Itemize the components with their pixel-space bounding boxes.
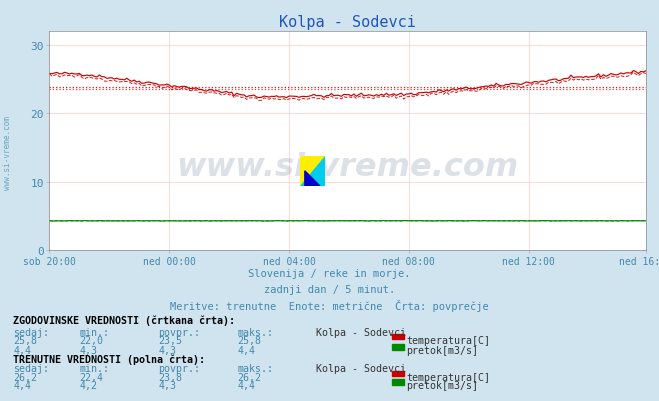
Text: 4,3: 4,3 bbox=[158, 380, 176, 390]
Text: 4,3: 4,3 bbox=[158, 345, 176, 355]
Text: 4,4: 4,4 bbox=[237, 345, 255, 355]
Text: 22,4: 22,4 bbox=[79, 372, 103, 382]
Text: pretok[m3/s]: pretok[m3/s] bbox=[407, 345, 478, 355]
Text: Meritve: trenutne  Enote: metrične  Črta: povprečje: Meritve: trenutne Enote: metrične Črta: … bbox=[170, 299, 489, 311]
Text: povpr.:: povpr.: bbox=[158, 363, 200, 373]
Text: min.:: min.: bbox=[79, 363, 109, 373]
Text: 26,2: 26,2 bbox=[13, 372, 37, 382]
Text: maks.:: maks.: bbox=[237, 327, 273, 337]
Text: 26,2: 26,2 bbox=[237, 372, 261, 382]
Title: Kolpa - Sodevci: Kolpa - Sodevci bbox=[279, 14, 416, 30]
Text: sedaj:: sedaj: bbox=[13, 327, 49, 337]
Text: zadnji dan / 5 minut.: zadnji dan / 5 minut. bbox=[264, 284, 395, 294]
Text: temperatura[C]: temperatura[C] bbox=[407, 372, 490, 382]
Text: 25,8: 25,8 bbox=[13, 335, 37, 345]
Text: povpr.:: povpr.: bbox=[158, 327, 200, 337]
Text: www.si-vreme.com: www.si-vreme.com bbox=[3, 115, 13, 189]
Text: TRENUTNE VREDNOSTI (polna črta):: TRENUTNE VREDNOSTI (polna črta): bbox=[13, 354, 205, 364]
Text: 22,0: 22,0 bbox=[79, 335, 103, 345]
Text: 4,2: 4,2 bbox=[79, 380, 97, 390]
Text: ZGODOVINSKE VREDNOSTI (črtkana črta):: ZGODOVINSKE VREDNOSTI (črtkana črta): bbox=[13, 315, 235, 325]
Text: 4,4: 4,4 bbox=[13, 380, 31, 390]
Text: pretok[m3/s]: pretok[m3/s] bbox=[407, 380, 478, 390]
Polygon shape bbox=[300, 156, 325, 186]
Text: sedaj:: sedaj: bbox=[13, 363, 49, 373]
Text: Kolpa - Sodevci: Kolpa - Sodevci bbox=[316, 327, 407, 337]
Text: www.si-vreme.com: www.si-vreme.com bbox=[177, 152, 519, 183]
Text: 23,8: 23,8 bbox=[158, 372, 182, 382]
Text: 23,5: 23,5 bbox=[158, 335, 182, 345]
Polygon shape bbox=[305, 172, 320, 186]
Text: Kolpa - Sodevci: Kolpa - Sodevci bbox=[316, 363, 407, 373]
Polygon shape bbox=[300, 156, 325, 186]
Text: 4,4: 4,4 bbox=[237, 380, 255, 390]
Text: 4,3: 4,3 bbox=[79, 345, 97, 355]
Text: min.:: min.: bbox=[79, 327, 109, 337]
Text: Slovenija / reke in morje.: Slovenija / reke in morje. bbox=[248, 269, 411, 279]
Text: 25,8: 25,8 bbox=[237, 335, 261, 345]
Text: 4,4: 4,4 bbox=[13, 345, 31, 355]
Text: temperatura[C]: temperatura[C] bbox=[407, 335, 490, 345]
Text: maks.:: maks.: bbox=[237, 363, 273, 373]
